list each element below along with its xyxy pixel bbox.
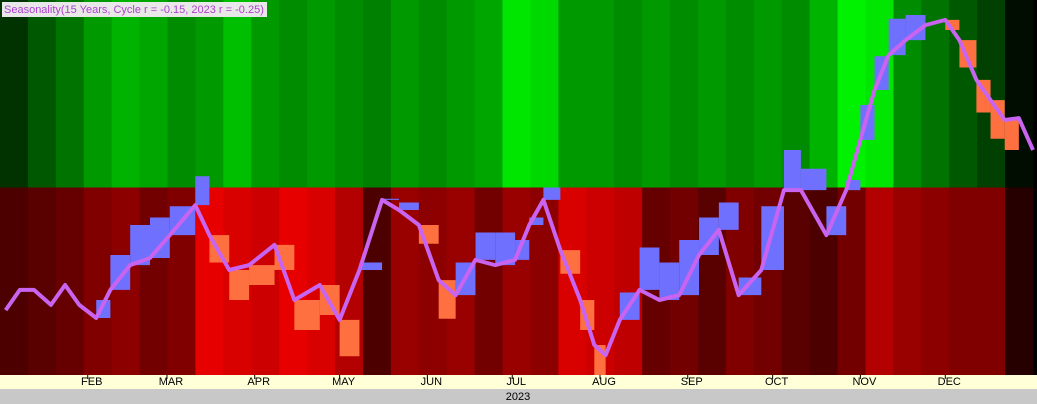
heat-top bbox=[251, 0, 280, 188]
band-step bbox=[149, 217, 170, 258]
heat-top bbox=[530, 0, 559, 188]
heat-top bbox=[642, 0, 671, 188]
heat-top bbox=[83, 0, 113, 188]
heat-top bbox=[446, 0, 476, 188]
heat-top bbox=[586, 0, 615, 188]
band-step bbox=[359, 262, 383, 270]
heat-bottom bbox=[949, 187, 978, 375]
x-tick-label: AUG bbox=[592, 376, 616, 388]
year-axis bbox=[0, 389, 1037, 404]
heat-bottom bbox=[781, 187, 811, 375]
heat-bottom bbox=[0, 187, 29, 375]
heat-top bbox=[809, 0, 839, 188]
x-tick-label: MAR bbox=[159, 376, 184, 388]
heat-top bbox=[195, 0, 224, 188]
heat-top bbox=[725, 0, 755, 188]
heat-top bbox=[753, 0, 783, 188]
band-step bbox=[495, 232, 516, 266]
heat-bottom bbox=[55, 187, 85, 375]
heat-bottom bbox=[139, 187, 169, 375]
heat-top bbox=[474, 0, 504, 188]
heat-top bbox=[697, 0, 727, 188]
band-step bbox=[718, 202, 739, 230]
x-tick-label: JUL bbox=[506, 376, 526, 388]
heat-top bbox=[0, 0, 29, 188]
band-step bbox=[945, 19, 960, 30]
heat-top bbox=[111, 0, 141, 188]
heat-top bbox=[837, 0, 866, 188]
heatmap bbox=[0, 0, 1034, 375]
heat-bottom bbox=[921, 187, 950, 375]
date-axis bbox=[0, 375, 1037, 389]
heat-bottom bbox=[27, 187, 57, 375]
heat-bottom bbox=[390, 187, 420, 375]
heat-top bbox=[279, 0, 308, 188]
x-tick-label: MAY bbox=[332, 376, 356, 388]
heat-bottom bbox=[83, 187, 113, 375]
x-tick-label: OCT bbox=[765, 376, 789, 388]
heat-bottom bbox=[614, 187, 643, 375]
band-step bbox=[905, 15, 926, 41]
band-step bbox=[543, 187, 561, 200]
heat-bottom bbox=[1005, 187, 1034, 375]
heat-bottom bbox=[474, 187, 504, 375]
heat-top bbox=[390, 0, 420, 188]
band-step bbox=[783, 150, 801, 191]
heat-top bbox=[921, 0, 950, 188]
x-tick-label: DEC bbox=[938, 376, 961, 388]
heat-top bbox=[55, 0, 85, 188]
heat-top bbox=[670, 0, 699, 188]
band-step bbox=[382, 198, 400, 200]
year-label: 2023 bbox=[506, 391, 530, 403]
heat-top bbox=[362, 0, 392, 188]
x-tick-label: JUN bbox=[421, 376, 442, 388]
x-tick-label: FEB bbox=[81, 376, 102, 388]
heat-top bbox=[614, 0, 643, 188]
seasonal-line bbox=[4, 17, 1035, 358]
heat-bottom bbox=[502, 187, 531, 375]
title-box bbox=[2, 2, 267, 17]
band-step bbox=[594, 345, 606, 375]
chart-title: Seasonality(15 Years, Cycle r = -0.15, 2… bbox=[4, 4, 264, 16]
lines bbox=[4, 17, 1035, 358]
heat-top bbox=[307, 0, 336, 188]
band-step bbox=[529, 217, 544, 225]
heat-top bbox=[418, 0, 448, 188]
x-tick-label: NOV bbox=[852, 376, 877, 388]
band-step bbox=[475, 232, 496, 260]
heat-top bbox=[167, 0, 196, 188]
band-step bbox=[294, 300, 320, 330]
band-step bbox=[229, 270, 250, 300]
band-step bbox=[399, 202, 419, 210]
band-step bbox=[800, 168, 827, 191]
band-step bbox=[130, 225, 150, 266]
band-step bbox=[339, 319, 360, 357]
heat-top bbox=[139, 0, 169, 188]
heat-bottom bbox=[279, 187, 308, 375]
band-step bbox=[639, 247, 660, 290]
x-tick-label: SEP bbox=[681, 376, 703, 388]
x-ticks: FEB MAR APR MAY JUN JUL AUG SEP OCT NOV DEC bbox=[81, 375, 961, 388]
band-step bbox=[249, 265, 275, 285]
heat-top bbox=[502, 0, 531, 188]
band-step bbox=[990, 100, 1005, 139]
band-step bbox=[846, 180, 861, 191]
heat-bottom bbox=[893, 187, 922, 375]
heat-bottom bbox=[865, 187, 894, 375]
heat-top bbox=[27, 0, 57, 188]
heat-top bbox=[335, 0, 364, 188]
heat-top bbox=[1005, 0, 1034, 188]
heat-bottom bbox=[977, 187, 1006, 375]
heat-bottom bbox=[307, 187, 336, 375]
x-tick-label: APR bbox=[247, 376, 270, 388]
band-step bbox=[659, 262, 680, 300]
band-step bbox=[195, 176, 210, 206]
band-step bbox=[1004, 120, 1019, 150]
heat-top bbox=[558, 0, 587, 188]
heat-top bbox=[223, 0, 252, 188]
